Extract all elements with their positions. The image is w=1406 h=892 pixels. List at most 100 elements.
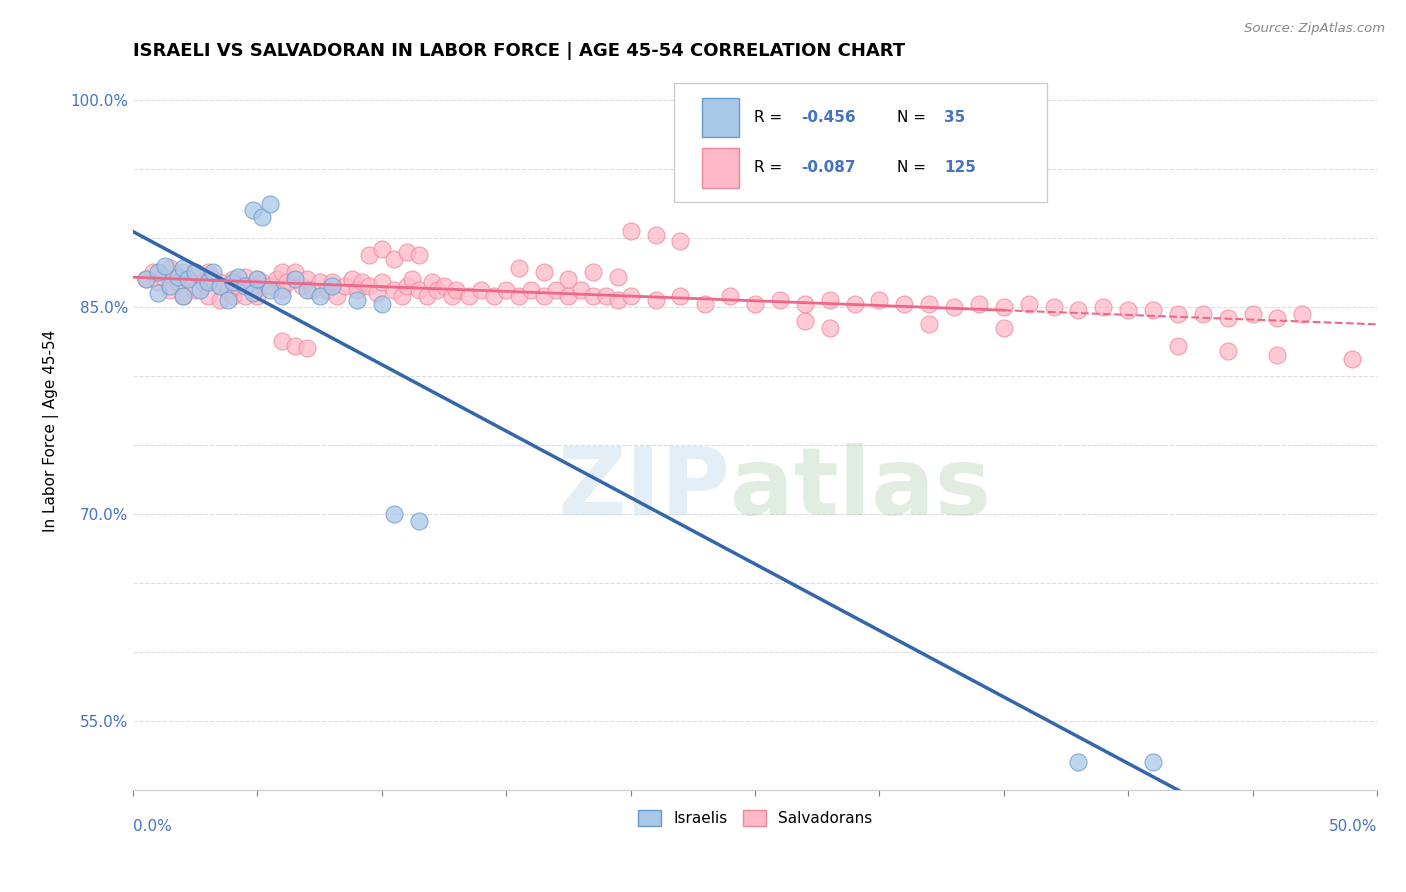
Point [233,279,256,293]
Point [135,272,157,286]
Point [217,284,239,298]
Text: 125: 125 [943,161,976,176]
Point [893,297,915,311]
Point [1067,756,1090,770]
Point [246,272,269,286]
Point [993,320,1015,334]
Point [371,297,394,311]
Point [446,284,468,298]
Point [297,342,319,356]
Point [271,289,294,303]
Point [433,279,456,293]
Text: ZIP: ZIP [557,442,730,534]
Point [533,265,555,279]
Point [1142,302,1164,317]
Point [221,289,243,303]
Point [155,259,177,273]
Point [382,252,405,266]
Point [582,265,605,279]
Text: Source: ZipAtlas.com: Source: ZipAtlas.com [1244,22,1385,36]
Point [943,300,966,314]
Point [233,289,256,303]
Point [321,279,343,293]
Point [172,261,194,276]
Point [242,286,264,301]
Point [718,289,741,303]
Point [221,272,243,286]
Point [508,289,530,303]
Point [382,284,405,298]
Point [197,265,219,279]
Point [284,338,307,352]
Point [242,203,264,218]
Point [408,514,430,528]
FancyBboxPatch shape [702,148,738,187]
Point [297,284,319,298]
Point [359,247,381,261]
Point [818,320,841,334]
Point [520,284,543,298]
Point [918,297,941,311]
Point [1042,300,1064,314]
Point [233,269,256,284]
Point [197,275,219,289]
Point [246,289,269,303]
Text: R =: R = [754,110,787,125]
Point [217,293,239,307]
Point [644,228,666,243]
Point [252,211,274,225]
Point [1267,311,1289,326]
Point [252,275,274,289]
Point [582,289,605,303]
Point [1241,307,1264,321]
Point [470,284,492,298]
Point [844,297,866,311]
Point [993,300,1015,314]
Point [159,261,181,276]
Point [259,196,281,211]
Point [544,284,567,298]
Point [1092,300,1115,314]
Point [1142,756,1164,770]
Point [201,265,224,279]
Point [201,272,224,286]
Point [918,317,941,331]
Point [172,289,194,303]
Text: -0.456: -0.456 [801,110,856,125]
Point [350,275,373,289]
FancyBboxPatch shape [673,83,1047,202]
Point [167,269,190,284]
Point [1341,352,1364,367]
Point [620,224,643,238]
Point [769,293,792,307]
Point [284,272,307,286]
Point [744,297,766,311]
Text: 35: 35 [943,110,966,125]
Point [321,275,343,289]
Point [184,265,207,279]
Point [868,293,890,307]
Point [607,293,630,307]
Point [340,272,363,286]
Point [420,275,443,289]
Point [276,275,298,289]
Point [209,293,232,307]
Point [401,272,423,286]
Point [271,334,294,349]
Point [301,284,323,298]
Point [395,279,418,293]
Point [167,275,190,289]
Point [595,289,617,303]
Text: R =: R = [754,161,787,176]
Point [793,314,815,328]
Point [266,272,288,286]
Point [415,289,437,303]
Point [508,261,530,276]
Point [221,275,243,289]
Point [382,507,405,521]
Point [142,265,165,279]
Point [346,284,368,298]
Point [191,275,214,289]
Point [333,279,356,293]
Text: N =: N = [897,110,931,125]
